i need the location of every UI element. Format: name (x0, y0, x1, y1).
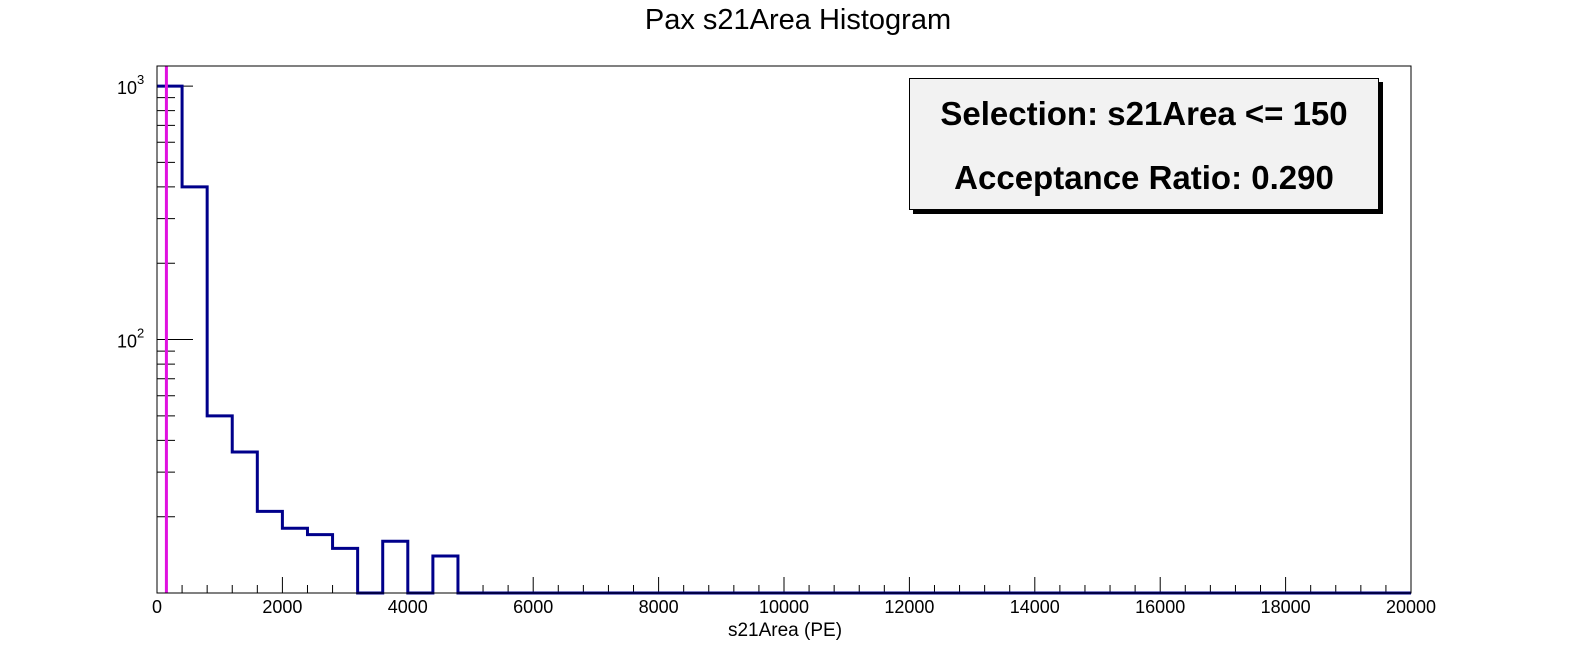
x-tick-label: 8000 (639, 597, 679, 617)
x-tick-label: 10000 (759, 597, 809, 617)
x-tick-label: 4000 (388, 597, 428, 617)
histogram-bin (257, 511, 282, 593)
histogram-bin (232, 452, 257, 593)
histogram-bin (433, 556, 458, 593)
x-tick-label: 12000 (884, 597, 934, 617)
histogram-bin (207, 416, 232, 593)
selection-stats-box: Selection: s21Area <= 150 Acceptance Rat… (909, 78, 1379, 210)
histogram-bin (307, 535, 332, 593)
x-tick-labels: 0 2000 4000 6000 8000 10000 12000 14000 16000 180… (152, 597, 1436, 617)
y-tick-exponent: 2 (137, 326, 144, 341)
chart-title: Pax s21Area Histogram (644, 4, 952, 36)
histogram-bin (383, 541, 408, 593)
x-tick-label: 14000 (1010, 597, 1060, 617)
acceptance-ratio-text: Acceptance Ratio: 0.290 (954, 159, 1334, 196)
histogram-bin (282, 528, 307, 593)
y-tick-exponent: 3 (137, 72, 144, 87)
histogram-bin (157, 86, 182, 593)
histogram-bin (333, 548, 358, 593)
x-tick-label: 16000 (1135, 597, 1185, 617)
y-tick-label: 10 (117, 78, 137, 98)
x-tick-label: 20000 (1386, 597, 1436, 617)
selection-text: Selection: s21Area <= 150 (940, 95, 1348, 132)
y-tick-label: 10 (117, 332, 137, 352)
x-tick-label: 6000 (513, 597, 553, 617)
x-axis-label: s21Area (PE) (727, 620, 843, 641)
x-tick-label: 0 (152, 597, 162, 617)
x-tick-label: 18000 (1261, 597, 1311, 617)
x-tick-label: 2000 (262, 597, 302, 617)
histogram-bin (182, 187, 207, 593)
plot-frame (156, 65, 1412, 594)
